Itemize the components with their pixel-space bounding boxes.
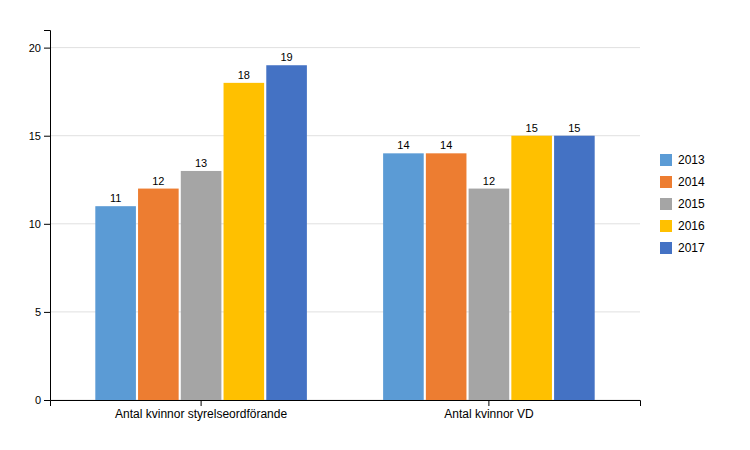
bar [224,83,265,400]
y-tick-label: 20 [29,42,41,54]
y-tick-mark [44,224,50,225]
data-label: 14 [397,139,409,151]
legend-item: 2014 [660,175,705,189]
plot: 0 5 10 15 20 Antal kvinnor styrelseordförande… [29,31,641,421]
data-labels: 11 14 12 14 13 12 18 15 19 15 [110,51,581,204]
bar [181,171,222,400]
legend-swatch [660,220,672,232]
x-tick-mark [201,400,202,406]
grid-line [50,47,640,48]
bar [95,206,136,400]
y-axis-line [44,31,51,401]
data-label: 14 [440,139,452,151]
data-label: 15 [568,122,580,134]
y-tick-mark [44,48,50,49]
legend-swatch [660,198,672,210]
legend-label: 2015 [678,197,705,211]
x-tick-label: Antal kvinnor styrelseordförande [115,407,287,421]
legend-label: 2016 [678,219,705,233]
x-tick: Antal kvinnor styrelseordförande [115,400,287,421]
data-label: 15 [526,122,538,134]
y-axis: 0 5 10 15 20 [29,31,51,407]
legend-item: 2013 [660,153,705,167]
y-tick-label: 5 [35,306,41,318]
x-axis: Antal kvinnor styrelseordförande Antal kv… [51,400,641,421]
bar [426,153,467,400]
y-tick-mark [44,312,50,313]
data-label: 11 [110,192,121,204]
y-tick: 10 [29,218,50,230]
legend-item: 2015 [660,197,705,211]
x-axis-line [51,401,641,407]
bar [511,136,552,400]
y-tick: 5 [35,306,50,318]
grid [50,48,640,400]
bar [266,65,307,400]
y-tick-label: 10 [29,218,41,230]
bar [138,189,179,400]
data-label: 18 [238,69,250,81]
y-tick: 0 [35,394,50,406]
bar [554,136,595,400]
legend-swatch [660,176,672,188]
y-tick-label: 0 [35,394,41,406]
legend-item: 2016 [660,219,705,233]
y-tick-mark [44,400,50,401]
data-label: 13 [195,157,207,169]
data-label: 12 [152,175,164,187]
legend-item: 2017 [660,241,705,255]
x-tick-label: Antal kvinnor VD [444,407,534,421]
bar [469,189,510,400]
legend: 2013 2014 2015 2016 2017 [660,153,705,255]
y-tick: 15 [29,130,50,142]
x-tick-mark [488,400,489,406]
legend-label: 2013 [678,153,705,167]
bar [383,153,424,400]
chart: 0 5 10 15 20 Antal kvinnor styrelseordförande… [0,0,750,450]
legend-swatch [660,154,672,166]
legend-label: 2017 [678,241,705,255]
bars [95,65,594,400]
data-label: 12 [483,175,495,187]
y-tick: 20 [29,42,50,54]
x-tick: Antal kvinnor VD [444,400,534,421]
y-tick-mark [44,136,50,137]
legend-swatch [660,242,672,254]
y-tick-label: 15 [29,130,41,142]
data-label: 19 [280,51,292,63]
legend-label: 2014 [678,175,705,189]
